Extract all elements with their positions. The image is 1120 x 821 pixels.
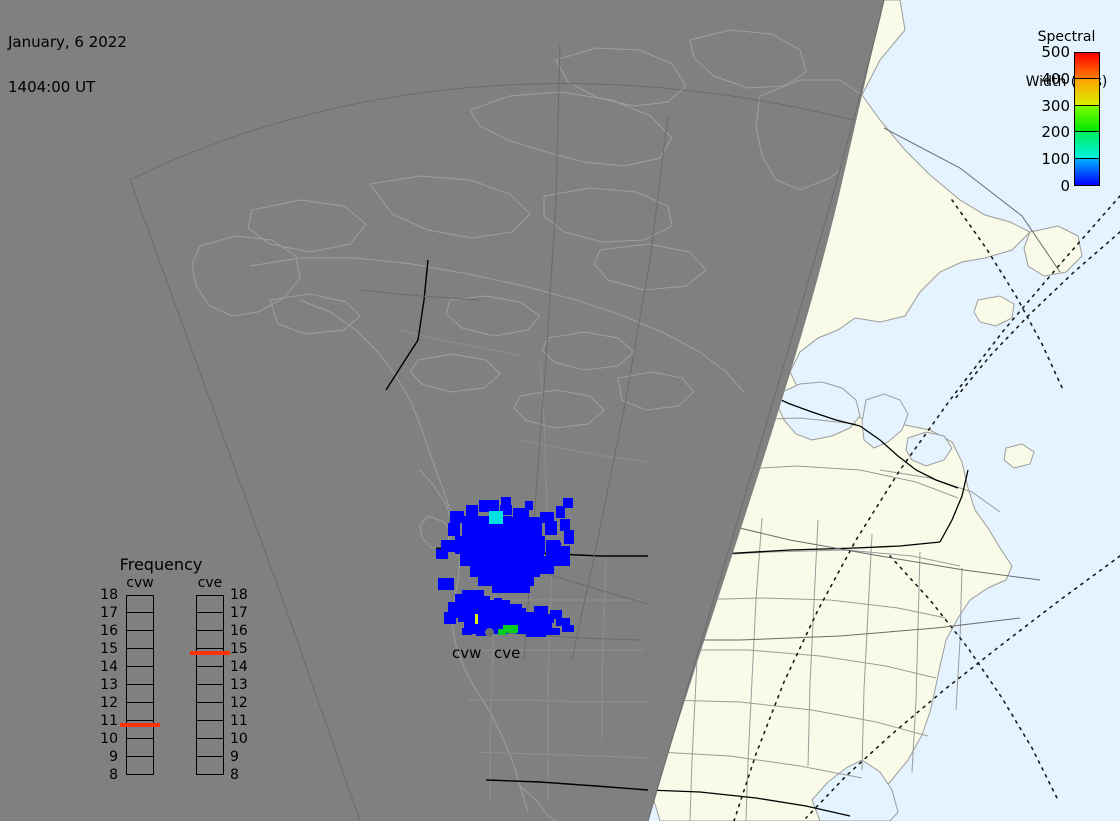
frequency-cell	[127, 721, 153, 739]
time-line: 1404:00 UT	[8, 78, 96, 96]
frequency-cell	[197, 613, 223, 631]
station-label-cvw: cvw	[452, 644, 482, 662]
frequency-tick-left-13: 13	[100, 677, 118, 693]
frequency-marker-cvw	[120, 722, 160, 727]
frequency-column-label-cve: cve	[197, 575, 223, 591]
colorbar-segment-100-200	[1075, 132, 1099, 159]
frequency-cell	[197, 631, 223, 649]
frequency-cell	[127, 595, 153, 613]
colorbar-segment-0-100	[1075, 158, 1099, 185]
frequency-tick-right-18: 18	[230, 587, 248, 603]
colorbar-title-line1: Spectral	[1037, 29, 1096, 45]
colorbar-tick-500: 500	[1041, 43, 1070, 61]
frequency-cell	[197, 721, 223, 739]
colorbar-tick-0: 0	[1060, 177, 1070, 195]
frequency-tick-right-13: 13	[230, 677, 248, 693]
frequency-cell	[127, 685, 153, 703]
frequency-bar-cve	[196, 595, 224, 775]
colorbar-segment-200-300	[1075, 105, 1099, 133]
frequency-tick-left-16: 16	[100, 623, 118, 639]
frequency-tick-right-8: 8	[230, 767, 239, 783]
date-line: January, 6 2022	[8, 33, 127, 51]
colorbar-tick-300: 300	[1041, 96, 1070, 115]
frequency-tick-right-14: 14	[230, 659, 248, 675]
radar-site-marker	[485, 628, 494, 637]
frequency-cell	[127, 757, 153, 775]
frequency-cell	[197, 757, 223, 775]
frequency-tick-left-12: 12	[100, 695, 118, 711]
colorbar-gradient	[1074, 52, 1100, 186]
frequency-cell	[127, 649, 153, 667]
frequency-tick-left-11: 11	[100, 713, 118, 729]
frequency-cell	[197, 595, 223, 613]
frequency-cell	[127, 739, 153, 757]
frequency-column-label-cvw: cvw	[126, 575, 154, 591]
frequency-cell	[197, 685, 223, 703]
frequency-tick-left-17: 17	[100, 605, 118, 621]
colorbar-segment-300-400	[1075, 79, 1099, 106]
frequency-title: Frequency	[119, 555, 203, 574]
frequency-panel: Frequency cvw cve 18 18 17 17 16 16 15 15 14 14 13 13…	[86, 555, 248, 816]
frequency-tick-left-10: 10	[100, 731, 118, 747]
cve-scatter-cells	[438, 578, 574, 637]
cve-green-cells	[498, 625, 518, 635]
frequency-cell	[197, 667, 223, 685]
frequency-tick-right-17: 17	[230, 605, 248, 621]
frequency-tick-right-10: 10	[230, 731, 248, 747]
frequency-tick-left-9: 9	[109, 749, 118, 765]
colorbar-tick-400: 400	[1041, 69, 1070, 88]
frequency-cell	[127, 631, 153, 649]
frequency-cell	[127, 667, 153, 685]
frequency-cell	[197, 649, 223, 667]
frequency-marker-cve	[190, 650, 230, 655]
terminator-line	[647, 0, 885, 821]
colorbar-tick-200: 200	[1041, 123, 1070, 142]
frequency-tick-right-15: 15	[230, 641, 248, 657]
frequency-tick-left-8: 8	[109, 767, 118, 783]
spectral-width-colorbar: Spectral Width (m/s) 500 400 300 200 100 0	[1013, 0, 1120, 200]
frequency-tick-left-15: 15	[100, 641, 118, 657]
frequency-tick-right-12: 12	[230, 695, 248, 711]
cve-yellow-cells	[475, 614, 478, 624]
frequency-tick-right-11: 11	[230, 713, 248, 729]
frequency-bar-cvw	[126, 595, 154, 775]
colorbar-tick-100: 100	[1041, 150, 1070, 169]
frequency-cell	[197, 703, 223, 721]
frequency-tick-left-14: 14	[100, 659, 118, 675]
frequency-cell	[197, 739, 223, 757]
cvw-scatter-cells	[436, 497, 574, 593]
frequency-tick-right-16: 16	[230, 623, 248, 639]
frequency-tick-right-9: 9	[230, 749, 239, 765]
timestamp-block: January, 6 2022 1404:00 UT	[8, 5, 127, 125]
colorbar-segment-400-500	[1075, 53, 1099, 80]
cvw-cyan-cells	[489, 511, 503, 524]
frequency-cell	[127, 613, 153, 631]
frequency-tick-left-18: 18	[100, 587, 118, 603]
frequency-cell	[127, 703, 153, 721]
station-label-cve: cve	[494, 644, 521, 662]
